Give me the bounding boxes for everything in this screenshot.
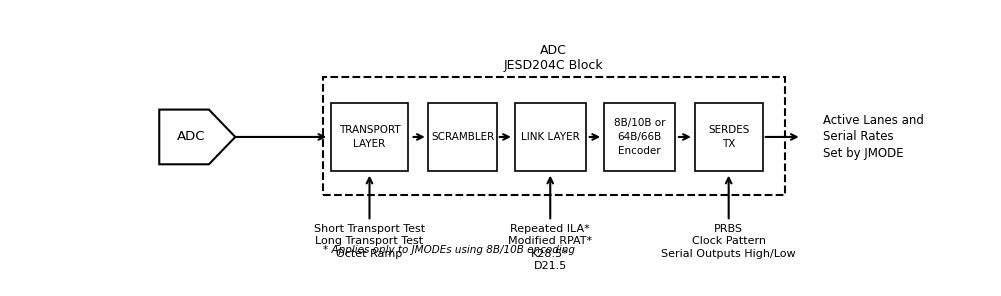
Text: Repeated ILA*: Repeated ILA* <box>511 223 591 234</box>
Text: Set by JMODE: Set by JMODE <box>823 147 904 160</box>
Text: ADC: ADC <box>177 131 205 144</box>
Text: Modified RPAT*: Modified RPAT* <box>509 236 593 246</box>
Text: Long Transport Test: Long Transport Test <box>315 236 423 246</box>
FancyBboxPatch shape <box>515 103 586 171</box>
FancyBboxPatch shape <box>604 103 675 171</box>
Text: TRANSPORT
LAYER: TRANSPORT LAYER <box>338 125 400 149</box>
Text: * Applies only to JMODEs using 8B/10B encoding: * Applies only to JMODEs using 8B/10B en… <box>323 245 575 255</box>
Text: K28.5*: K28.5* <box>532 249 570 259</box>
Text: Short Transport Test: Short Transport Test <box>314 223 425 234</box>
FancyBboxPatch shape <box>330 103 408 171</box>
FancyBboxPatch shape <box>695 103 763 171</box>
Text: ADC
JESD204C Block: ADC JESD204C Block <box>504 44 604 72</box>
Text: PRBS: PRBS <box>714 223 743 234</box>
Text: 8B/10B or
64B/66B
Encoder: 8B/10B or 64B/66B Encoder <box>614 118 666 156</box>
Text: Serial Outputs High/Low: Serial Outputs High/Low <box>662 249 796 259</box>
Text: Serial Rates: Serial Rates <box>823 131 894 144</box>
Text: Octet Ramp: Octet Ramp <box>336 249 402 259</box>
Text: LINK LAYER: LINK LAYER <box>521 132 580 142</box>
Text: Active Lanes and: Active Lanes and <box>823 114 924 127</box>
Text: Clock Pattern: Clock Pattern <box>692 236 766 246</box>
Text: SCRAMBLER: SCRAMBLER <box>431 132 494 142</box>
Text: SERDES
TX: SERDES TX <box>708 125 750 149</box>
Polygon shape <box>159 110 235 164</box>
Text: D21.5: D21.5 <box>534 261 567 271</box>
FancyBboxPatch shape <box>428 103 496 171</box>
